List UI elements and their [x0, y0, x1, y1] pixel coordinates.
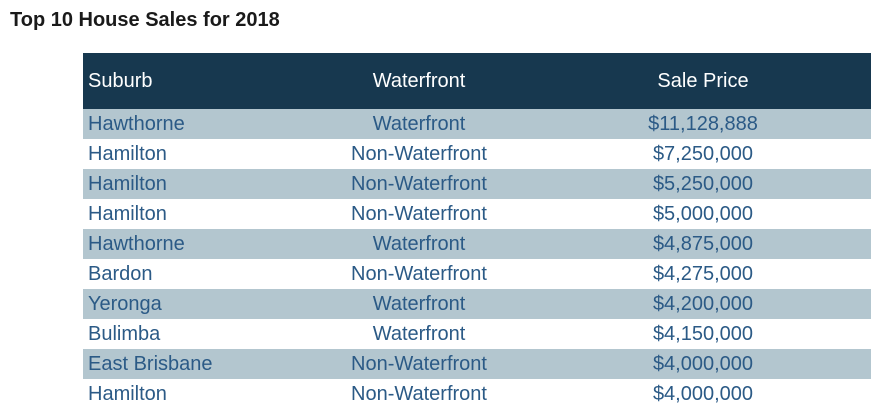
waterfront-cell: Waterfront: [372, 322, 466, 345]
table-row: Hamilton Non-Waterfront $4,000,000: [83, 379, 871, 409]
table-row: Hawthorne Waterfront $11,128,888: [83, 109, 871, 139]
waterfront-cell: Waterfront: [303, 109, 535, 139]
waterfront-cell: Non-Waterfront: [303, 169, 535, 199]
table-row: Yeronga Waterfront $4,200,000: [83, 289, 871, 319]
suburb-cell: Hamilton: [88, 142, 167, 165]
house-sales-table: Suburb Waterfront Sale Price Hawthorne W…: [83, 53, 871, 409]
table-row: Hawthorne Waterfront $4,875,000: [83, 229, 871, 259]
suburb-cell: Yeronga: [83, 289, 303, 319]
table-row: East Brisbane Non-Waterfront $4,000,000: [83, 349, 871, 379]
waterfront-cell: Waterfront: [303, 229, 535, 259]
sale-price-cell: $5,250,000: [535, 169, 871, 199]
column-header-suburb: Suburb: [83, 53, 303, 109]
waterfront-cell: Non-Waterfront: [351, 202, 487, 225]
suburb-cell: East Brisbane: [83, 349, 303, 379]
table-header-row: Suburb Waterfront Sale Price: [83, 53, 871, 109]
sale-price-cell: $11,128,888: [535, 109, 871, 139]
suburb-cell: Hamilton: [88, 382, 167, 405]
suburb-cell: Hawthorne: [83, 229, 303, 259]
sale-price-cell: $4,150,000: [652, 322, 754, 345]
column-header-sale-price: Sale Price: [535, 53, 871, 109]
suburb-cell: Hawthorne: [83, 109, 303, 139]
waterfront-cell: Non-Waterfront: [351, 142, 487, 165]
sale-price-cell: $4,000,000: [535, 349, 871, 379]
suburb-cell: Bardon: [88, 262, 153, 285]
table-row: Hamilton Non-Waterfront $5,250,000: [83, 169, 871, 199]
sale-price-cell: $4,200,000: [535, 289, 871, 319]
table-row: Hamilton Non-Waterfront $7,250,000: [83, 139, 871, 169]
suburb-cell: Bulimba: [88, 322, 161, 345]
waterfront-cell: Non-Waterfront: [351, 382, 487, 405]
table-row: Hamilton Non-Waterfront $5,000,000: [83, 199, 871, 229]
sale-price-cell: $4,875,000: [535, 229, 871, 259]
suburb-cell: Hamilton: [83, 169, 303, 199]
sale-price-cell: $5,000,000: [652, 202, 754, 225]
page-title: Top 10 House Sales for 2018: [10, 9, 280, 31]
column-header-waterfront: Waterfront: [303, 53, 535, 109]
sale-price-cell: $4,000,000: [652, 382, 754, 405]
waterfront-cell: Non-Waterfront: [303, 349, 535, 379]
suburb-cell: Hamilton: [88, 202, 167, 225]
sale-price-cell: $4,275,000: [652, 262, 754, 285]
sale-price-cell: $7,250,000: [652, 142, 754, 165]
table-row: Bulimba Waterfront $4,150,000: [83, 319, 871, 349]
waterfront-cell: Waterfront: [303, 289, 535, 319]
table-row: Bardon Non-Waterfront $4,275,000: [83, 259, 871, 289]
waterfront-cell: Non-Waterfront: [351, 262, 487, 285]
